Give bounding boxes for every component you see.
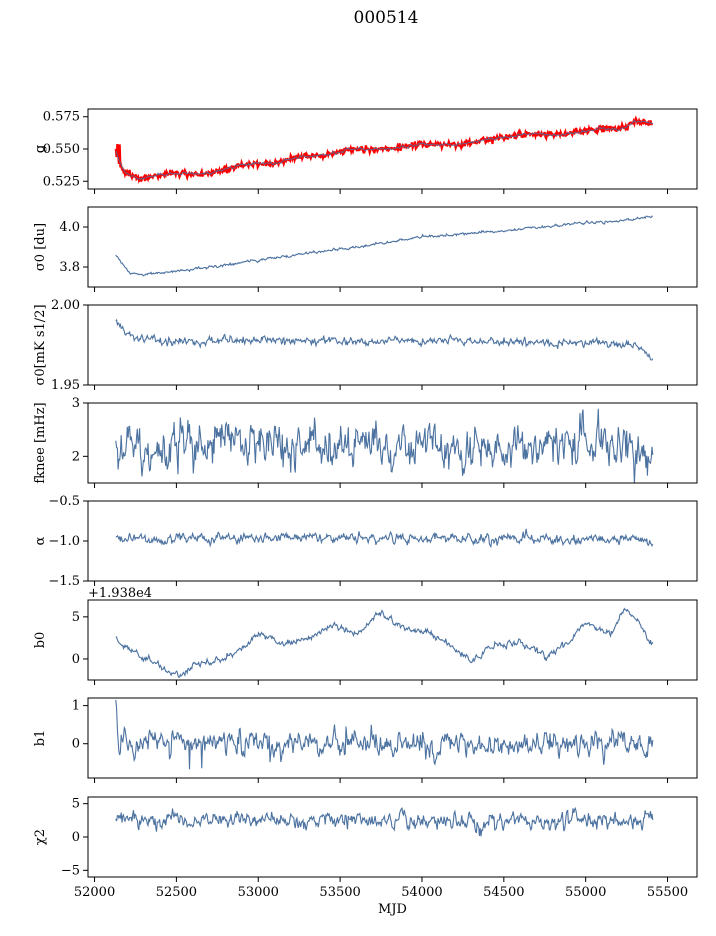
y-tick-label: 1.95	[51, 378, 80, 393]
panel-b0: 0 5 b0 +1.938e4	[33, 586, 698, 685]
series-data-line	[114, 115, 654, 185]
x-tick-label: 52500	[156, 885, 197, 900]
x-tick-label: 54500	[483, 885, 524, 900]
panel-g: 0.525 0.550 0.575 g	[33, 108, 698, 194]
panels-container: 0.525 0.550 0.575 g 3.8 4.0 σ0 [du] 1.95 2.00σ0[…	[33, 108, 698, 917]
axes-frame	[87, 206, 698, 288]
y-axis-label: g	[33, 145, 48, 153]
panel-alpha: −1.5 −1.0 −0.5 α	[33, 494, 698, 589]
axis-offset-text: +1.938e4	[88, 586, 152, 601]
y-tick-label: 1	[72, 699, 80, 714]
axes-frame	[87, 304, 698, 386]
figure-title: 000514	[354, 8, 419, 28]
series-line	[115, 318, 654, 361]
y-tick-label: 0	[72, 652, 80, 667]
axes-frame	[87, 796, 698, 878]
series-line	[115, 806, 654, 837]
axes-frame	[87, 402, 698, 484]
y-tick-label: 0.550	[43, 142, 80, 157]
axes-frame	[87, 599, 698, 681]
y-axis-label: b1	[33, 730, 48, 747]
y-tick-label: −1.0	[48, 534, 80, 549]
y-tick-label: −0.5	[48, 494, 80, 509]
series-line	[115, 528, 654, 548]
y-tick-label: 0	[72, 737, 80, 752]
y-axis-label: fknee [mHz]	[33, 402, 48, 483]
y-tick-label: 0	[72, 830, 80, 845]
y-tick-label: 3.8	[59, 260, 80, 275]
series-line	[115, 408, 654, 483]
y-tick-label: 3	[72, 396, 80, 411]
y-axis-label: χ2	[33, 829, 48, 845]
series-model-line	[115, 119, 653, 180]
y-tick-label: 0.575	[43, 110, 80, 125]
y-tick-label: 0.525	[43, 174, 80, 189]
y-tick-label: 2.00	[51, 298, 80, 313]
series-line	[115, 215, 653, 277]
y-axis-label: σ0 [du]	[33, 223, 48, 271]
x-tick-label: 53000	[238, 885, 279, 900]
x-tick-label: 55000	[565, 885, 606, 900]
axes-frame	[87, 697, 698, 779]
y-axis-label: α	[33, 536, 48, 545]
series-line	[115, 699, 654, 770]
y-tick-label: 2	[72, 449, 80, 464]
series-line	[115, 607, 654, 678]
x-tick-label: 54000	[401, 885, 442, 900]
panel-b1: 0 1 b1	[33, 697, 698, 783]
x-tick-label: 52000	[74, 885, 115, 900]
y-tick-label: −5	[61, 863, 80, 878]
y-axis-label: σ0[mK s1/2]	[33, 304, 48, 385]
panel-chi2: −5 0 5 52000 52500 53000 53500 54000 54500 55000 5…	[33, 796, 698, 900]
y-tick-label: 5	[72, 610, 80, 625]
x-tick-label: 55500	[647, 885, 688, 900]
y-tick-label: −1.5	[48, 574, 80, 589]
y-tick-label: 4.0	[59, 220, 80, 235]
panel-sigma0_du: 3.8 4.0 σ0 [du]	[33, 206, 698, 292]
x-tick-label: 53500	[319, 885, 360, 900]
y-axis-label: b0	[33, 632, 48, 649]
x-axis-label: MJD	[378, 902, 407, 917]
panel-fknee: 2 3 fknee [mHz]	[33, 396, 698, 488]
y-tick-label: 5	[72, 797, 80, 812]
